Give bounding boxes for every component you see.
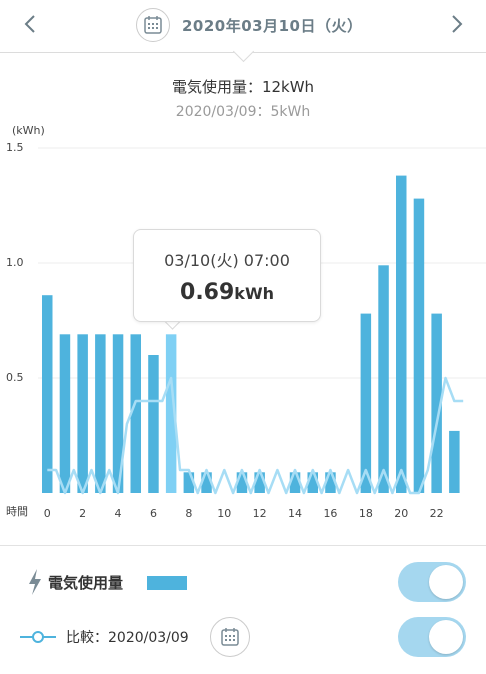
toggle-knob bbox=[429, 620, 463, 654]
section-divider bbox=[0, 545, 486, 546]
legend-compare-row: 比較：2020/03/09 bbox=[0, 612, 486, 662]
chart-bar bbox=[413, 198, 425, 493]
x-tick-label: 8 bbox=[185, 507, 192, 520]
y-tick-label: 1.0 bbox=[6, 256, 24, 269]
x-tick-label: 10 bbox=[217, 507, 231, 520]
chart-bar bbox=[396, 175, 407, 493]
y-tick-label: 0.5 bbox=[6, 371, 24, 384]
x-tick-label: 14 bbox=[288, 507, 302, 520]
compare-line bbox=[47, 376, 464, 495]
usage-bar-chart: 0 2 4 6 8 10 12 14 16 18 20 22 bbox=[38, 147, 486, 520]
lightning-icon bbox=[29, 569, 41, 595]
chart-bar bbox=[360, 313, 372, 493]
x-tick-label: 22 bbox=[430, 507, 444, 520]
chart-bar bbox=[289, 472, 301, 493]
chart-bar bbox=[112, 334, 124, 493]
y-tick-label: 1.5 bbox=[6, 141, 24, 154]
x-tick-label: 16 bbox=[323, 507, 337, 520]
legend-usage-row: 電気使用量 bbox=[0, 557, 486, 607]
x-axis-title: 時間 bbox=[6, 505, 28, 518]
x-tick-label: 4 bbox=[115, 507, 122, 520]
chevron-right-icon bbox=[452, 15, 463, 33]
usage-toggle[interactable] bbox=[398, 562, 466, 602]
chart-bar bbox=[77, 334, 88, 493]
value-tooltip: 03/10(火) 07:00 0.69kWh bbox=[133, 229, 321, 322]
tooltip-unit: kWh bbox=[234, 284, 274, 303]
usage-total: 電気使用量：12kWh bbox=[171, 78, 315, 96]
chart-bar bbox=[42, 295, 53, 493]
x-tick-label: 18 bbox=[359, 507, 373, 520]
calendar-button[interactable] bbox=[136, 8, 170, 42]
usage-legend-label: 電気使用量 bbox=[48, 574, 124, 592]
compare-calendar-button[interactable] bbox=[210, 617, 250, 657]
tooltip-value: 0.69kWh bbox=[134, 280, 320, 305]
compare-total: 2020/03/09：5kWh bbox=[175, 104, 311, 120]
chart-bar bbox=[183, 472, 195, 493]
x-tick-label: 6 bbox=[150, 507, 157, 520]
chart-bar bbox=[378, 265, 389, 493]
compare-toggle[interactable] bbox=[398, 617, 466, 657]
calendar-icon bbox=[144, 16, 162, 34]
next-day-button[interactable] bbox=[440, 8, 472, 40]
chart-bar bbox=[148, 355, 159, 493]
chevron-left-icon bbox=[24, 15, 35, 33]
chart-bar bbox=[95, 334, 106, 493]
x-tick-label: 12 bbox=[253, 507, 267, 520]
chart-bar bbox=[59, 334, 71, 493]
chart-bar bbox=[307, 472, 318, 493]
chart-bar bbox=[130, 334, 141, 493]
chart-bar bbox=[254, 472, 265, 493]
prev-day-button[interactable] bbox=[15, 8, 47, 40]
usage-legend-swatch bbox=[147, 576, 187, 590]
chart-bar bbox=[165, 334, 177, 493]
date-picker[interactable]: 2020年03月10日（火） bbox=[136, 7, 363, 43]
calendar-icon bbox=[221, 628, 239, 646]
chart-bar bbox=[449, 430, 460, 493]
chart-bar bbox=[201, 472, 212, 493]
compare-legend-label: 比較：2020/03/09 bbox=[66, 630, 189, 646]
chart-bar bbox=[236, 472, 248, 493]
tooltip-time: 03/10(火) 07:00 bbox=[164, 251, 290, 270]
chart-bar bbox=[431, 313, 442, 493]
tooltip-number: 0.69 bbox=[180, 280, 235, 305]
y-axis-unit: (kWh) bbox=[12, 124, 45, 137]
toggle-knob bbox=[429, 565, 463, 599]
current-date: 2020年03月10日（火） bbox=[182, 16, 363, 35]
x-tick-label: 2 bbox=[79, 507, 86, 520]
x-tick-label: 20 bbox=[394, 507, 408, 520]
x-tick-label: 0 bbox=[44, 507, 51, 520]
line-marker-icon bbox=[20, 631, 56, 643]
chart-bar bbox=[325, 472, 336, 493]
